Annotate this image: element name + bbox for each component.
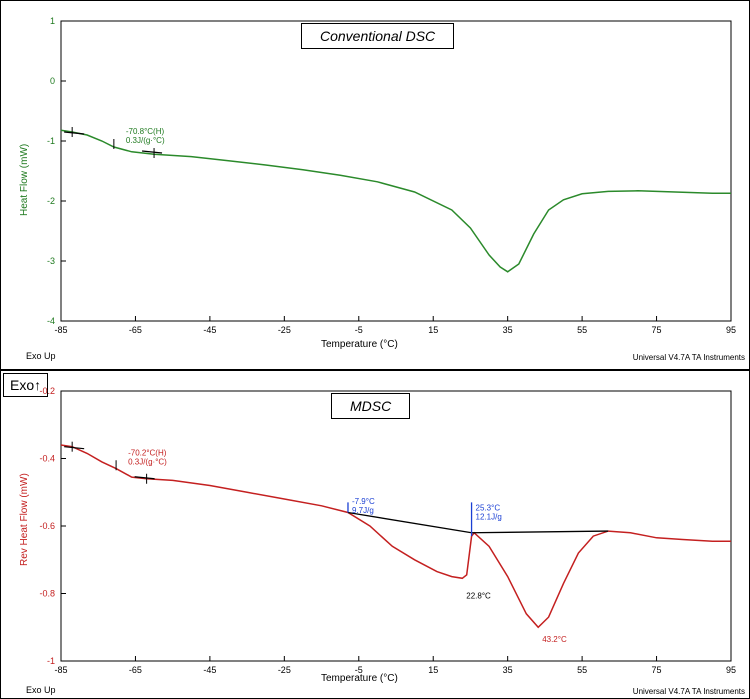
svg-text:75: 75 [652,665,662,675]
tg-annotation-cp: 0.3J/(g·°C) [126,136,165,145]
peak-annotation-value: 9.7J/g [352,506,374,515]
ylabel-bottom: Rev Heat Flow (mW) [19,473,30,566]
exo-arrow-label: Exo↑ [10,377,41,393]
tg-annotation-temp: -70.8°C(H) [126,127,165,136]
svg-text:-65: -65 [129,325,142,335]
footer-label-top: Universal V4.7A TA Instruments [633,353,745,362]
exo-up-label-top: Exo Up [26,351,56,361]
svg-text:-3: -3 [47,256,55,266]
exo-up-label-bottom: Exo Up [26,685,56,695]
svg-text:35: 35 [503,665,513,675]
peak-annotation: 25.3°C [476,504,501,513]
tg-annotation-temp: -70.2°C(H) [128,448,167,457]
svg-text:-1: -1 [47,136,55,146]
xlabel-top: Temperature (°C) [321,339,398,350]
panel-mdsc: Exo↑ MDSC -85-65-45-25-51535557595-1-0.8… [1,371,749,699]
ylabel-top: Heat Flow (mW) [19,144,30,216]
chart-svg: -85-65-45-25-51535557595-1-0.8-0.6-0.4-0… [61,391,731,661]
svg-text:-85: -85 [54,665,67,675]
plot-area-top: -85-65-45-25-51535557595-4-3-2-101-70.8°… [61,21,731,321]
panel-conventional-dsc: Conventional DSC -85-65-45-25-5153555759… [1,1,749,371]
svg-text:55: 55 [577,665,587,675]
svg-text:-0.8: -0.8 [39,589,55,599]
svg-text:-85: -85 [54,325,67,335]
svg-text:-25: -25 [278,665,291,675]
peak-annotation: 22.8°C [466,591,491,600]
data-curve [61,445,731,627]
svg-text:-4: -4 [47,316,55,326]
svg-text:15: 15 [428,325,438,335]
svg-text:-2: -2 [47,196,55,206]
chart-svg: -85-65-45-25-51535557595-4-3-2-101-70.8°… [61,21,731,321]
footer-label-bottom: Universal V4.7A TA Instruments [633,687,745,696]
svg-text:-45: -45 [203,665,216,675]
svg-text:15: 15 [428,665,438,675]
tg-annotation-cp: 0.3J/(g·°C) [128,457,167,466]
svg-text:-0.4: -0.4 [39,454,55,464]
svg-text:-45: -45 [203,325,216,335]
svg-text:55: 55 [577,325,587,335]
plot-area-bottom: -85-65-45-25-51535557595-1-0.8-0.6-0.4-0… [61,391,731,661]
svg-text:0: 0 [50,76,55,86]
xlabel-bottom: Temperature (°C) [321,673,398,684]
svg-text:35: 35 [503,325,513,335]
svg-text:-0.2: -0.2 [39,386,55,396]
svg-text:75: 75 [652,325,662,335]
integration-baseline [348,513,472,533]
svg-text:95: 95 [726,665,736,675]
peak-annotation: -7.9°C [352,497,375,506]
peak-annotation-value: 12.1J/g [476,513,502,522]
peak-annotation: 43.2°C [542,635,567,644]
integration-baseline [472,531,609,533]
svg-text:-5: -5 [355,325,363,335]
data-curve [61,130,731,272]
svg-text:-0.6: -0.6 [39,521,55,531]
svg-text:-65: -65 [129,665,142,675]
svg-text:95: 95 [726,325,736,335]
svg-text:-1: -1 [47,656,55,666]
svg-text:-25: -25 [278,325,291,335]
figure-container: Conventional DSC -85-65-45-25-5153555759… [0,0,750,699]
svg-text:1: 1 [50,16,55,26]
